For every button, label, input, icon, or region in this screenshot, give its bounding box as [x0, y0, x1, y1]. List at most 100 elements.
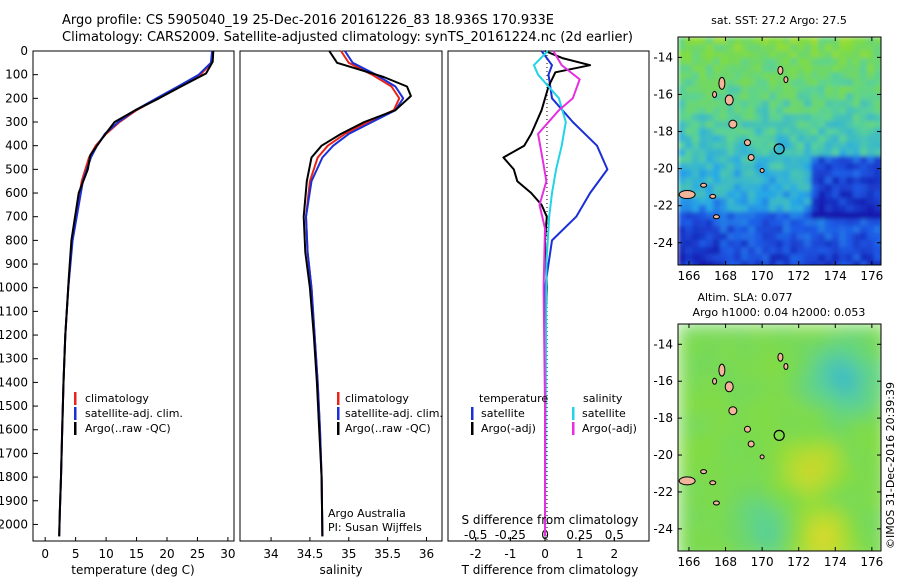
sst-cell	[867, 191, 875, 199]
sla-cell	[758, 394, 769, 405]
sst-cell	[783, 58, 791, 66]
sst-cell	[874, 37, 881, 45]
sst-cell	[811, 128, 819, 136]
sla-cell	[878, 544, 881, 551]
legend-s-argo-swatch	[572, 422, 575, 435]
sst-cell	[699, 128, 707, 136]
sla-cell	[748, 354, 759, 365]
sst-cell	[755, 177, 763, 185]
sst-cell	[748, 37, 756, 45]
sst-cell	[734, 65, 742, 73]
sla-cell	[698, 424, 709, 435]
sst-cell	[692, 128, 700, 136]
sst-cell	[811, 247, 819, 255]
sst-cell	[797, 170, 805, 178]
sla-cell	[738, 374, 749, 385]
sla-cell	[758, 464, 769, 475]
sst-cell	[734, 107, 742, 115]
sst-cell	[769, 100, 777, 108]
sst-cell	[825, 128, 833, 136]
sla-cell	[808, 414, 819, 425]
sst-cell	[755, 114, 763, 122]
sst-cell	[811, 191, 819, 199]
sst-cell	[881, 121, 889, 129]
sla-cell	[688, 374, 699, 385]
sla-cell	[818, 324, 829, 335]
sst-cell	[846, 191, 854, 199]
sst-cell	[839, 198, 847, 206]
sst-cell	[720, 240, 728, 248]
sst-cell	[734, 135, 742, 143]
sst-cell	[832, 240, 840, 248]
sst-cell	[783, 37, 791, 45]
sla-cell	[878, 404, 881, 415]
sst-cell	[727, 226, 735, 234]
sst-cell	[818, 44, 826, 52]
sst-cell	[685, 205, 693, 213]
sla-cell	[848, 504, 859, 515]
sst-cell	[797, 205, 805, 213]
sla-cell	[878, 324, 881, 335]
sst-cell	[860, 163, 868, 171]
sla-map-ticks: 166 168 170 172 174 176-14-16-18-20-22-24	[653, 324, 883, 569]
sst-cell	[762, 219, 770, 227]
sla-cell	[778, 524, 789, 535]
sla-cell	[698, 374, 709, 385]
sst-cell	[790, 135, 798, 143]
sst-cell	[825, 44, 833, 52]
sst-cell	[713, 219, 721, 227]
difference-profile-lines	[502, 50, 609, 537]
legend-climatology-label: climatology	[85, 392, 149, 405]
sst-cell	[706, 149, 714, 157]
sla-cell	[788, 544, 799, 551]
sla-cell	[808, 534, 819, 545]
island	[724, 94, 734, 106]
sla-cell	[848, 354, 859, 365]
sla-cell	[708, 404, 719, 415]
sst-cell	[678, 233, 686, 241]
sst-cell	[706, 72, 714, 80]
sst-cell	[699, 65, 707, 73]
sla-cell	[698, 524, 709, 535]
sst-cell	[727, 205, 735, 213]
sst-cell	[839, 219, 847, 227]
sla-cell	[878, 494, 881, 505]
x-tick-label: 15	[129, 547, 144, 561]
sst-cell	[699, 149, 707, 157]
sst-cell	[825, 58, 833, 66]
sla-cell	[698, 364, 709, 375]
sla-cell	[768, 514, 779, 525]
sst-cell	[720, 128, 728, 136]
sst-cell	[790, 65, 798, 73]
sst-cell	[860, 135, 868, 143]
sla-cell	[728, 524, 739, 535]
sla-cell	[828, 434, 839, 445]
sla-cell	[868, 514, 879, 525]
series-line	[58, 50, 214, 537]
sst-cell	[748, 261, 756, 265]
sst-cell	[811, 233, 819, 241]
sla-cell	[808, 524, 819, 535]
sla-cell	[708, 344, 719, 355]
sst-cell	[762, 65, 770, 73]
sla-cell	[708, 544, 719, 551]
legend-t-satellite-label: satellite	[481, 407, 525, 420]
sla-cell	[828, 464, 839, 475]
sst-cell	[818, 254, 826, 262]
figure-title-line2: Climatology: CARS2009. Satellite-adjuste…	[62, 30, 633, 45]
sla-cell	[788, 344, 799, 355]
sst-cell	[776, 107, 784, 115]
sst-cell	[755, 135, 763, 143]
sla-cell	[838, 354, 849, 365]
sla-cell	[858, 344, 869, 355]
sst-cell	[762, 205, 770, 213]
sla-cell	[798, 364, 809, 375]
sla-cell	[838, 534, 849, 545]
sst-cell	[776, 247, 784, 255]
sst-cell	[720, 233, 728, 241]
sst-cell	[769, 107, 777, 115]
sst-cell	[818, 79, 826, 87]
sst-cell	[846, 219, 854, 227]
sla-cell	[778, 404, 789, 415]
sst-cell	[804, 240, 812, 248]
